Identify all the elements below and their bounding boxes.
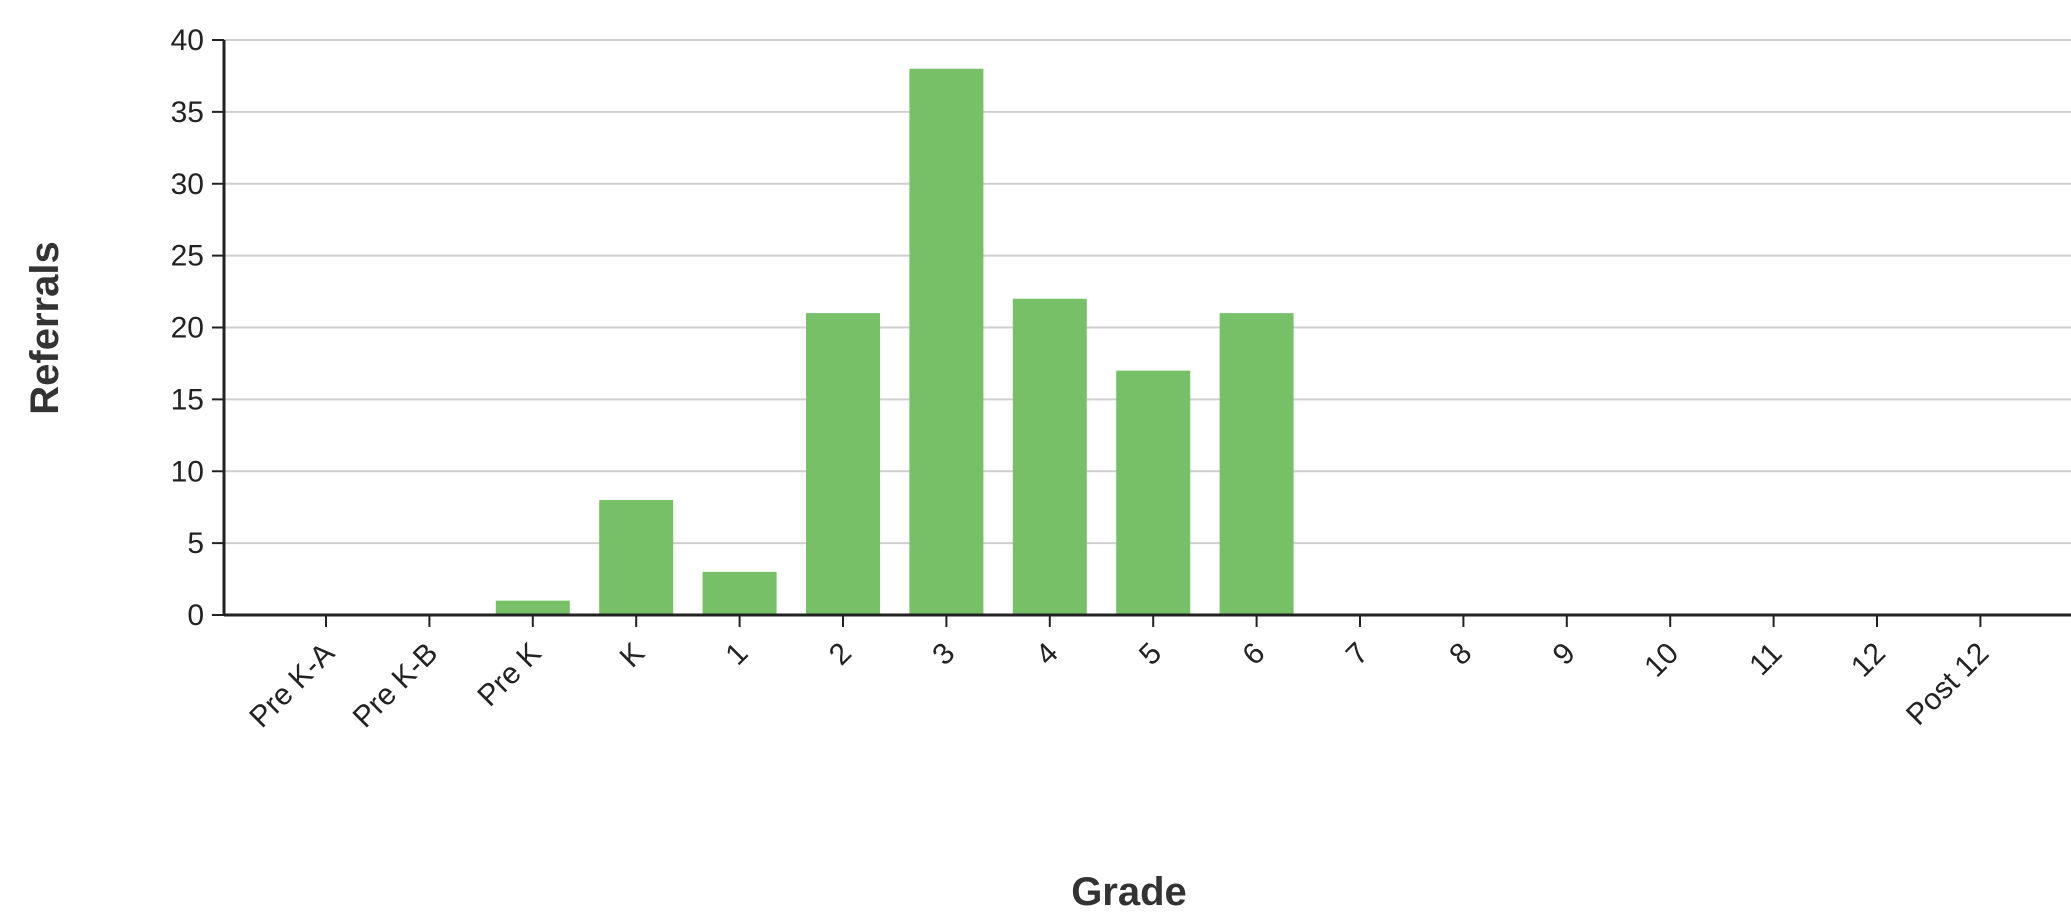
- x-tick-label: 6: [1236, 637, 1271, 672]
- x-tick-label: Pre K: [471, 637, 547, 713]
- x-tick-label: 12: [1845, 637, 1892, 684]
- x-tick-label: Post 12: [1900, 637, 1995, 732]
- x-tick-label: 11: [1743, 637, 1788, 682]
- bar: [1219, 313, 1294, 615]
- x-tick-label: 5: [1133, 637, 1168, 672]
- x-axis-title: Grade: [1071, 870, 1187, 914]
- x-tick-label: 7: [1340, 637, 1375, 672]
- y-tick-label: 15: [171, 383, 204, 416]
- y-tick-label: 35: [171, 96, 204, 129]
- y-tick-label: 10: [171, 455, 204, 488]
- y-tick-label: 0: [187, 599, 204, 632]
- y-axis-title: Referrals: [23, 241, 67, 414]
- x-tick-label: 2: [823, 637, 858, 672]
- y-tick-label: 40: [171, 24, 204, 57]
- bar: [702, 571, 777, 615]
- bar: [909, 68, 984, 615]
- y-tick-label: 30: [171, 168, 204, 201]
- bar: [599, 500, 674, 615]
- x-tick-label: 3: [926, 637, 961, 672]
- y-tick-label: 5: [187, 527, 204, 560]
- x-tick-label: 4: [1030, 637, 1065, 672]
- x-tick-label: Pre K-A: [243, 637, 341, 735]
- y-tick-label: 20: [171, 312, 204, 345]
- y-tick-labels: 0 5 10 15 20 25 30 35 40: [171, 24, 204, 632]
- x-tick-labels: Pre K-A Pre K-B Pre K K 1 2 3 4 5 6 7 8 9 10 11 12 Post …: [243, 637, 1995, 735]
- x-tick-label: 8: [1443, 637, 1478, 672]
- bar: [1012, 298, 1087, 615]
- x-tick-label: 10: [1638, 637, 1685, 684]
- axes: [212, 39, 2071, 627]
- bar: [806, 313, 880, 615]
- x-tick-label: 9: [1547, 637, 1582, 672]
- bar: [1116, 370, 1191, 615]
- x-tick-label: K: [614, 637, 651, 674]
- x-tick-label: 1: [719, 637, 754, 672]
- bars: [495, 68, 1294, 615]
- y-tick-label: 25: [171, 240, 204, 273]
- bar: [495, 600, 570, 615]
- x-tick-label: Pre K-B: [347, 637, 445, 735]
